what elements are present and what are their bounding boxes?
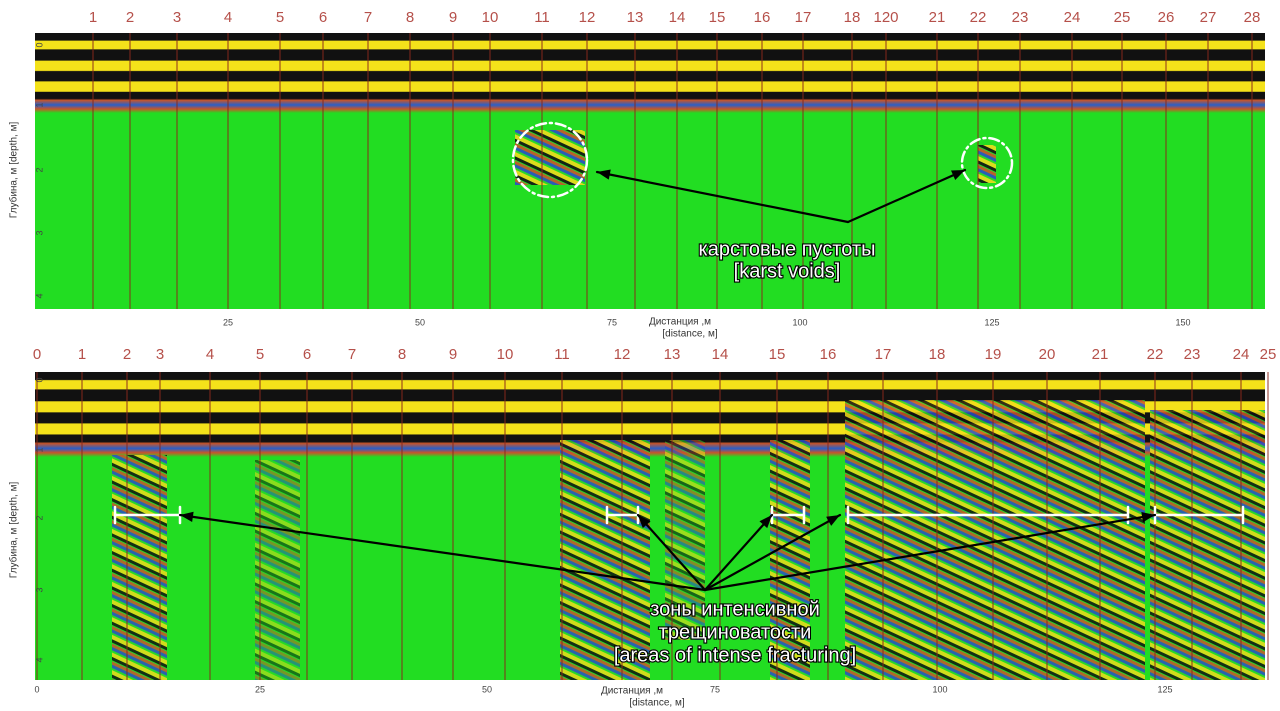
marker-label: 18 xyxy=(844,9,861,26)
marker-label: 15 xyxy=(769,346,786,363)
y-axis-label: Глубина, м [depth, м] xyxy=(8,482,20,579)
y-tick-label: 0 xyxy=(34,377,44,382)
marker-label: 18 xyxy=(929,346,946,363)
figure: 1234567891011121314151617181202122232425… xyxy=(0,0,1280,711)
marker-label: 28 xyxy=(1244,9,1261,26)
marker-label: 10 xyxy=(497,346,514,363)
marker-label: 1 xyxy=(78,346,86,363)
marker-label: 24 xyxy=(1233,346,1250,363)
annotation: [areas of intense fracturing] xyxy=(614,644,856,666)
void-anomaly xyxy=(978,145,996,183)
marker-label: 27 xyxy=(1200,9,1217,26)
marker-label: 7 xyxy=(348,346,356,363)
marker-label: 14 xyxy=(669,9,686,26)
marker-label: 23 xyxy=(1184,346,1201,363)
marker-label: 25 xyxy=(1260,346,1277,363)
x-tick-label: 50 xyxy=(482,684,492,694)
marker-label: 16 xyxy=(754,9,771,26)
marker-label: 12 xyxy=(614,346,631,363)
marker-label: 10 xyxy=(482,9,499,26)
marker-label: 4 xyxy=(224,9,232,26)
marker-label: 3 xyxy=(156,346,164,363)
marker-label: 19 xyxy=(985,346,1002,363)
x-tick-label: 100 xyxy=(792,317,807,327)
x-tick-label: 75 xyxy=(710,684,720,694)
marker-label: 0 xyxy=(33,346,41,363)
marker-label: 15 xyxy=(709,9,726,26)
marker-label: 22 xyxy=(1147,346,1164,363)
marker-label: 21 xyxy=(929,9,946,26)
marker-label: 17 xyxy=(795,9,812,26)
reflection-bands xyxy=(35,33,1265,113)
marker-label: 24 xyxy=(1064,9,1081,26)
annotation: трещиноватости xyxy=(659,621,812,643)
x-tick-label: 125 xyxy=(1157,684,1172,694)
marker-label: 2 xyxy=(123,346,131,363)
marker-label: 6 xyxy=(319,9,327,26)
marker-label: 16 xyxy=(820,346,837,363)
fracture-zone xyxy=(255,460,300,680)
marker-label: 13 xyxy=(664,346,681,363)
marker-label: 12 xyxy=(579,9,596,26)
y-tick-label: 1 xyxy=(34,102,44,107)
marker-label: 9 xyxy=(449,346,457,363)
marker-label: 20 xyxy=(1039,346,1056,363)
marker-label: 6 xyxy=(303,346,311,363)
marker-label: 9 xyxy=(449,9,457,26)
marker-label: 3 xyxy=(173,9,181,26)
marker-label: 4 xyxy=(206,346,214,363)
annotation: зоны интенсивной xyxy=(650,598,820,620)
y-tick-label: 4 xyxy=(34,293,44,298)
x-tick-label: 50 xyxy=(415,317,425,327)
x-axis-label: Дистанция ,м xyxy=(649,317,711,328)
marker-label: 11 xyxy=(554,346,570,363)
y-tick-label: 1 xyxy=(34,447,44,452)
void-anomaly xyxy=(515,130,585,185)
x-tick-label: 125 xyxy=(984,317,999,327)
y-tick-label: 3 xyxy=(34,230,44,235)
marker-label: 7 xyxy=(364,9,372,26)
annotation: карстовые пустоты xyxy=(699,238,876,260)
x-tick-label: 100 xyxy=(932,684,947,694)
marker-label: 8 xyxy=(398,346,406,363)
x-axis-label: Дистанция ,м xyxy=(601,686,663,697)
marker-label: 14 xyxy=(712,346,729,363)
y-tick-label: 2 xyxy=(34,515,44,520)
marker-label: 5 xyxy=(276,9,284,26)
marker-label: 21 xyxy=(1092,346,1109,363)
x-tick-label: 25 xyxy=(223,317,233,327)
fracture-zone xyxy=(1150,410,1265,680)
x-tick-label: 0 xyxy=(34,684,39,694)
y-tick-label: 0 xyxy=(34,42,44,47)
x-tick-label: 75 xyxy=(607,317,617,327)
x-tick-label: 150 xyxy=(1175,317,1190,327)
annotation: [karst voids] xyxy=(734,260,841,282)
marker-label: 5 xyxy=(256,346,264,363)
top-radargram xyxy=(35,33,1265,309)
marker-label: 23 xyxy=(1012,9,1029,26)
y-axis-label: Глубина, м [depth, м] xyxy=(8,122,20,219)
marker-label: 13 xyxy=(627,9,644,26)
marker-label: 25 xyxy=(1114,9,1131,26)
marker-label: 1 xyxy=(89,9,97,26)
marker-label: 8 xyxy=(406,9,414,26)
marker-label: 26 xyxy=(1158,9,1175,26)
x-tick-label: 25 xyxy=(255,684,265,694)
marker-label: 2 xyxy=(126,9,134,26)
y-tick-label: 3 xyxy=(34,587,44,592)
x-axis-label-en: [distance, м] xyxy=(662,329,717,340)
marker-label: 120 xyxy=(873,9,898,26)
y-tick-label: 4 xyxy=(34,657,44,662)
fracture-zone xyxy=(112,455,167,680)
marker-label: 11 xyxy=(534,9,550,26)
marker-label: 17 xyxy=(875,346,892,363)
y-tick-label: 2 xyxy=(34,167,44,172)
marker-label: 22 xyxy=(970,9,987,26)
x-axis-label-en: [distance, м] xyxy=(629,698,684,709)
